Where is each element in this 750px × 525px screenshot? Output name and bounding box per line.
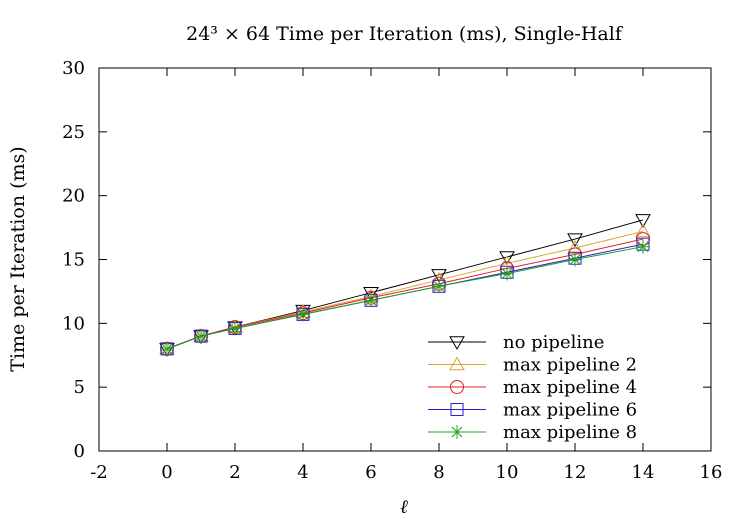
x-tick-label: 4 xyxy=(297,462,308,483)
legend-entry: max pipeline 2 xyxy=(428,355,637,376)
legend-marker xyxy=(449,356,465,371)
legend-marker xyxy=(450,403,464,416)
legend-label: max pipeline 4 xyxy=(503,377,637,398)
legend-label: max pipeline 6 xyxy=(503,400,637,421)
legend-entry: max pipeline 8 xyxy=(428,422,637,443)
data-point xyxy=(635,223,651,238)
data-point xyxy=(568,252,582,267)
y-tick-label: 10 xyxy=(62,313,85,334)
x-tick-label: 10 xyxy=(496,462,519,483)
x-tick-label: 16 xyxy=(700,462,723,483)
data-point xyxy=(364,293,378,308)
legend-marker xyxy=(450,425,464,439)
data-point xyxy=(499,251,515,265)
data-point xyxy=(228,321,242,336)
x-tick-label: 6 xyxy=(365,462,376,483)
series-max-pipeline-8 xyxy=(160,239,650,356)
y-tick-label: 5 xyxy=(74,377,85,398)
x-tick-label: 8 xyxy=(433,462,444,483)
data-point xyxy=(500,266,514,281)
legend-label: no pipeline xyxy=(503,332,604,353)
x-tick-label: 0 xyxy=(161,462,172,483)
data-point xyxy=(636,239,650,254)
series-layer xyxy=(159,214,651,357)
data-point xyxy=(431,269,447,283)
x-axis-label: ℓ xyxy=(400,496,408,518)
legend-label: max pipeline 8 xyxy=(503,422,637,443)
data-point xyxy=(296,307,310,322)
y-tick-label: 25 xyxy=(62,122,85,143)
legend-entry: max pipeline 6 xyxy=(428,400,637,421)
y-tick-label: 0 xyxy=(74,441,85,462)
data-point xyxy=(432,279,446,294)
data-point xyxy=(194,329,208,344)
x-tick-label: 12 xyxy=(564,462,587,483)
chart-title: 24³ × 64 Time per Iteration (ms), Single… xyxy=(186,23,624,45)
plot-frame xyxy=(98,67,712,452)
data-point xyxy=(363,286,379,301)
legend-marker xyxy=(450,380,464,394)
data-point xyxy=(567,233,583,248)
data-point xyxy=(160,341,174,356)
data-point xyxy=(635,214,651,228)
y-tick-label: 15 xyxy=(62,250,85,271)
y-axis-label: Time per Iteration (ms) xyxy=(7,146,29,371)
x-tick-label: -2 xyxy=(90,462,108,483)
y-tick-label: 20 xyxy=(62,186,85,207)
x-tick-label: 2 xyxy=(229,462,240,483)
legend-label: max pipeline 2 xyxy=(503,355,637,376)
x-tick-label: 14 xyxy=(632,462,655,483)
legend-entry: no pipeline xyxy=(428,332,604,353)
legend-entry: max pipeline 4 xyxy=(428,377,637,398)
y-tick-label: 30 xyxy=(62,58,85,79)
legend-marker xyxy=(449,336,465,351)
